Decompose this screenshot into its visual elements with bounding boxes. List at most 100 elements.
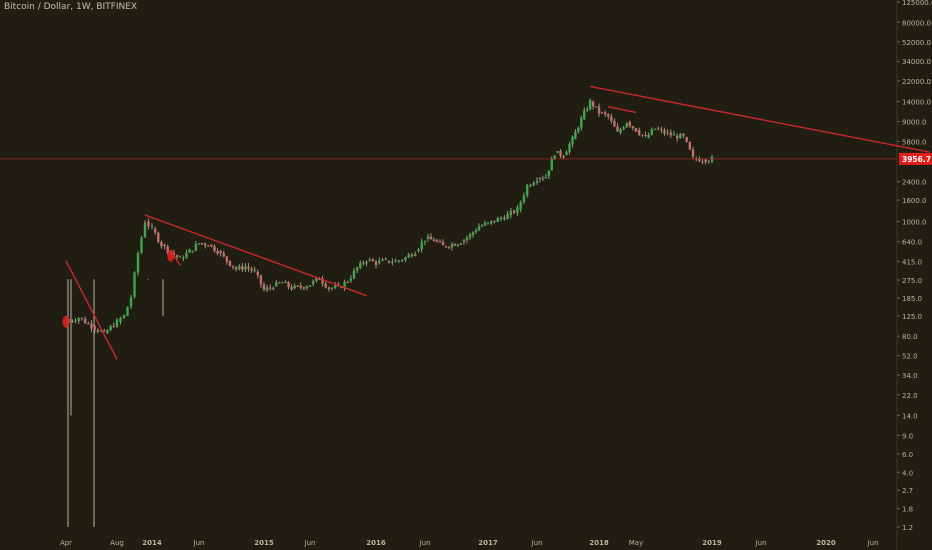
- y-tick-label: 5800.0: [902, 139, 927, 147]
- candle-up: [426, 236, 430, 239]
- candle-down: [493, 220, 496, 222]
- y-tick-label: 1000.0: [902, 218, 927, 226]
- candle-down: [559, 151, 562, 156]
- candle-up: [365, 261, 368, 264]
- candle-down: [701, 161, 704, 163]
- candle-up: [74, 321, 77, 323]
- candle-down: [503, 217, 506, 220]
- candle-up: [394, 260, 397, 263]
- candle-down: [634, 127, 638, 132]
- y-tick-label: 52000.0: [902, 39, 931, 47]
- candle-up: [544, 176, 548, 179]
- candle-down: [603, 112, 607, 115]
- candle-up: [381, 259, 384, 261]
- candle-up: [490, 220, 493, 224]
- x-tick-label: 2016: [366, 539, 386, 547]
- candle-down: [371, 259, 375, 262]
- candle-up: [275, 282, 278, 287]
- candle-down: [228, 260, 232, 266]
- candle-down: [641, 134, 644, 136]
- candle-up: [653, 128, 657, 130]
- candle-up: [499, 217, 503, 220]
- candle-up: [647, 134, 650, 138]
- candle-up: [404, 257, 407, 260]
- candle-down: [160, 241, 163, 247]
- candle-up: [397, 260, 401, 262]
- candle-down: [321, 278, 324, 284]
- candle-down: [231, 265, 235, 268]
- y-tick-label: 640.0: [902, 239, 922, 247]
- candle-up: [315, 278, 318, 282]
- y-tick-label: 80000.0: [902, 19, 931, 27]
- candle-up: [588, 99, 592, 110]
- candle-down: [256, 271, 260, 276]
- candle-down: [80, 317, 84, 319]
- candle-up: [462, 239, 466, 242]
- candle-up: [330, 287, 334, 289]
- candle-down: [656, 128, 660, 130]
- candle-up: [244, 266, 247, 270]
- candle-up: [672, 134, 676, 136]
- candle-up: [480, 225, 484, 227]
- candle-up: [565, 152, 568, 156]
- candle-up: [119, 318, 122, 322]
- candle-down: [429, 236, 433, 240]
- y-tick-label: 80.0: [902, 333, 918, 341]
- candle-up: [391, 262, 394, 264]
- candle-down: [512, 210, 516, 213]
- candle-down: [613, 120, 616, 127]
- candle-up: [133, 272, 136, 297]
- candle-up: [308, 285, 312, 287]
- candle-down: [324, 283, 327, 288]
- candle-up: [529, 185, 532, 187]
- candle-up: [400, 259, 404, 261]
- candle-up: [253, 270, 256, 272]
- candle-down: [327, 287, 331, 290]
- candle-up: [519, 201, 522, 210]
- candle-down: [262, 284, 266, 290]
- candle-down: [166, 246, 169, 253]
- candle-down: [247, 266, 250, 269]
- candle-up: [352, 270, 356, 279]
- y-tick-label: 34000.0: [902, 58, 931, 66]
- candle-down: [207, 245, 210, 247]
- candle-up: [106, 330, 109, 334]
- candle-down: [441, 241, 445, 246]
- y-tick-label: 9.0: [902, 432, 913, 440]
- x-tick-label: 2014: [142, 539, 162, 547]
- candle-up: [293, 285, 296, 289]
- candle-down: [447, 246, 451, 248]
- candle-up: [465, 237, 469, 240]
- candle-up: [650, 129, 654, 135]
- candle-up: [182, 258, 185, 260]
- y-tick-label: 275.0: [902, 277, 922, 285]
- candle-up: [179, 256, 182, 258]
- candle-down: [290, 286, 293, 290]
- y-tick-label: 6.0: [902, 451, 913, 459]
- candle-up: [471, 232, 475, 236]
- candle-up: [556, 151, 559, 154]
- candle-down: [219, 251, 222, 254]
- candle-up: [509, 210, 513, 216]
- candle-up: [359, 262, 362, 268]
- candle-up: [532, 182, 535, 186]
- candle-down: [213, 246, 216, 252]
- candle-up: [456, 244, 460, 246]
- candle-up: [516, 207, 519, 213]
- candle-down: [435, 240, 439, 242]
- candle-down: [682, 133, 685, 136]
- x-tick-label: 2017: [478, 539, 498, 547]
- candle-down: [175, 255, 179, 257]
- candle-up: [577, 127, 580, 132]
- y-tick-label: 2.7: [902, 487, 913, 495]
- candle-down: [222, 253, 225, 257]
- candle-down: [374, 261, 378, 265]
- x-tick-label: 2019: [702, 539, 722, 547]
- x-tick-label: 2018: [589, 539, 609, 547]
- candle-up: [483, 223, 487, 226]
- candle-up: [619, 129, 622, 133]
- candle-up: [115, 319, 119, 327]
- candle-down: [299, 285, 302, 288]
